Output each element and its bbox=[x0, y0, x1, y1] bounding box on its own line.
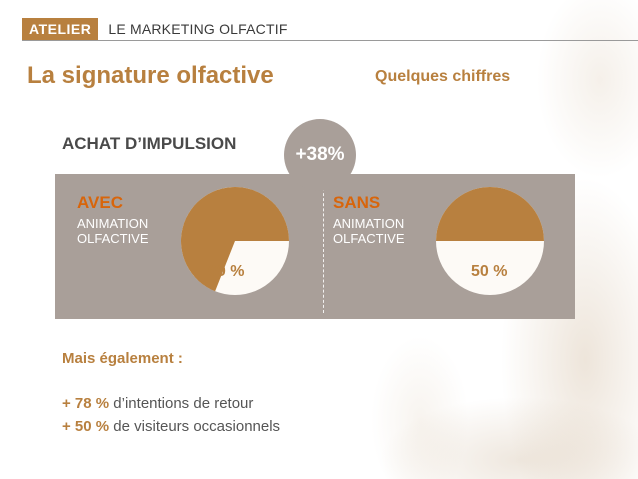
atelier-badge: ATELIER bbox=[22, 17, 99, 41]
with-pie-chart bbox=[181, 187, 289, 295]
with-percent: 69 % bbox=[208, 263, 245, 280]
header-divider bbox=[22, 40, 638, 41]
with-title: AVEC bbox=[77, 193, 123, 212]
without-line1: ANIMATION bbox=[333, 216, 405, 231]
with-pie-slice bbox=[181, 187, 289, 292]
without-pie-chart bbox=[436, 187, 544, 295]
slide-header: ATELIER LE MARKETING OLFACTIF bbox=[22, 17, 288, 41]
without-line2: OLFACTIVE bbox=[333, 231, 405, 246]
slide-title: La signature olfactive bbox=[27, 62, 274, 89]
with-line1: ANIMATION bbox=[77, 216, 149, 231]
stat-visitors: + 50 % de visiteurs occasionnels bbox=[62, 418, 280, 435]
with-subtitle: ANIMATION OLFACTIVE bbox=[77, 216, 149, 246]
without-pie-slice bbox=[436, 187, 544, 241]
slide-subtitle: Quelques chiffres bbox=[375, 68, 511, 85]
stat-visitors-number: + 50 % bbox=[62, 418, 110, 435]
gain-badge: +38% bbox=[284, 119, 356, 191]
without-percent: 50 % bbox=[471, 263, 508, 280]
stat-return-number: + 78 % bbox=[62, 395, 110, 412]
section-title: LE MARKETING OLFACTIF bbox=[108, 21, 288, 37]
with-line2: OLFACTIVE bbox=[77, 231, 149, 246]
panel-divider bbox=[323, 188, 324, 313]
gain-value: +38% bbox=[295, 144, 345, 165]
impulse-label: ACHAT D’IMPULSION bbox=[62, 134, 237, 153]
stat-return-text: d’intentions de retour bbox=[113, 395, 254, 412]
stat-return: + 78 % d’intentions de retour bbox=[62, 395, 253, 412]
also-title: Mais également : bbox=[62, 350, 183, 367]
without-title: SANS bbox=[333, 193, 381, 212]
stat-visitors-text: de visiteurs occasionnels bbox=[113, 418, 281, 435]
without-subtitle: ANIMATION OLFACTIVE bbox=[333, 216, 405, 246]
